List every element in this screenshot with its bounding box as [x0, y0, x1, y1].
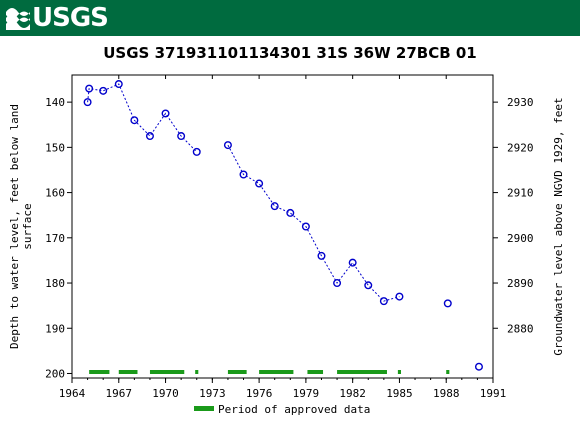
y-right-tick-label: 2920	[507, 141, 534, 154]
data-point	[161, 109, 170, 118]
data-point	[379, 297, 388, 306]
x-tick-label: 1964	[59, 387, 86, 400]
data-point	[99, 86, 108, 95]
data-point	[364, 281, 373, 290]
approved-period-bar	[89, 370, 110, 374]
y-left-tick-label: 200	[45, 367, 65, 380]
data-point	[114, 80, 123, 89]
data-point	[348, 258, 357, 267]
y-right-tick-label: 2910	[507, 187, 534, 200]
x-tick-label: 1979	[293, 387, 320, 400]
approved-period-bar	[446, 370, 450, 374]
x-tick-label: 1970	[152, 387, 179, 400]
y-right-tick-label: 2880	[507, 322, 534, 335]
data-point	[223, 141, 232, 150]
series-connector-line	[227, 144, 400, 302]
approved-period-bar	[149, 370, 185, 374]
data-point	[177, 132, 186, 141]
y-left-tick-label: 150	[45, 141, 65, 154]
data-point	[85, 84, 94, 93]
y-left-tick-label: 140	[45, 96, 65, 109]
y-left-tick-label: 190	[45, 322, 65, 335]
chart-title: USGS 371931101134301 31S 36W 27BCB 01	[103, 44, 477, 62]
approved-period-bar	[397, 370, 402, 374]
series-connector-line	[87, 83, 198, 153]
approved-period-bar	[337, 370, 387, 374]
data-point	[145, 132, 154, 141]
y-left-tick-label: 180	[45, 277, 65, 290]
data-point	[443, 299, 452, 308]
plot-frame	[71, 74, 494, 379]
approved-period-bar	[227, 370, 247, 374]
x-tick-label: 1982	[339, 387, 366, 400]
approved-period-bar	[118, 370, 138, 374]
y-right-axis-title: Groundwater level above NGVD 1929, feet	[552, 97, 565, 355]
x-tick-label: 1976	[246, 387, 273, 400]
y-left-tick-label: 160	[45, 187, 65, 200]
y-right-tick-label: 2930	[507, 96, 534, 109]
x-tick-label: 1985	[386, 387, 413, 400]
legend-swatch	[194, 406, 214, 411]
y-right-tick-label: 2890	[507, 277, 534, 290]
usgs-banner: USGS	[0, 0, 580, 36]
data-point	[255, 179, 264, 188]
data-point	[474, 362, 483, 371]
approved-period-bar	[259, 370, 294, 374]
data-point	[301, 222, 310, 231]
data-point	[192, 147, 201, 156]
usgs-logo-icon	[6, 8, 30, 30]
approved-period-bar	[195, 370, 199, 374]
data-point	[333, 279, 342, 288]
approved-period-bar	[307, 370, 324, 374]
data-point	[130, 116, 139, 125]
y-right-tick-label: 2900	[507, 232, 534, 245]
usgs-logo-text: USGS	[32, 3, 109, 33]
data-point	[317, 251, 326, 260]
y-left-axis-title: Depth to water level, feet below land	[8, 104, 21, 349]
x-tick-label: 1973	[199, 387, 226, 400]
data-point	[286, 208, 295, 217]
data-point	[270, 202, 279, 211]
x-tick-label: 1991	[480, 387, 507, 400]
y-left-tick-label: 170	[45, 232, 65, 245]
x-tick-label: 1988	[433, 387, 460, 400]
data-point	[83, 98, 92, 107]
legend-label: Period of approved data	[218, 403, 370, 416]
data-point	[395, 292, 404, 301]
x-tick-label: 1967	[106, 387, 133, 400]
y-left-axis-title: surface	[21, 203, 34, 249]
data-point	[239, 170, 248, 179]
